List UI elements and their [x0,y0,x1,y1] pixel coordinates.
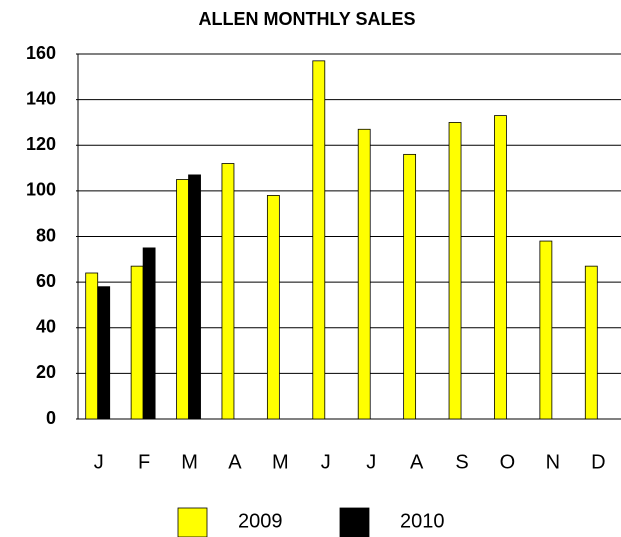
bar [266,195,280,420]
x-tick-label: M [272,451,289,473]
bar [188,174,201,420]
legend-label: 2010 [400,510,445,532]
x-tick-label: J [321,451,331,473]
y-tick-label: 160 [26,43,56,63]
bar [494,115,507,420]
bar [448,122,462,420]
bar [97,286,111,420]
y-tick-label: 120 [26,134,56,154]
y-tick-label: 40 [36,317,56,337]
x-tick-label: N [546,451,560,473]
bar [221,163,235,420]
x-tick-label: J [94,451,104,473]
chart-title: ALLEN MONTHLY SALES [198,9,415,29]
bar [312,60,326,420]
bar [584,265,598,420]
x-tick-label: A [410,451,424,473]
x-tick-label: J [366,451,376,473]
x-tick-label: D [591,451,605,473]
bar [403,153,417,420]
y-tick-label: 60 [36,271,56,291]
legend-swatch [339,507,370,537]
x-tick-label: O [500,451,516,473]
bar [85,272,99,420]
y-tick-label: 20 [36,362,56,382]
bar [357,128,371,420]
x-tick-label: A [228,451,242,473]
legend-label: 2009 [238,510,283,532]
y-tick-label: 0 [46,408,56,428]
bar [130,265,144,420]
y-tick-label: 140 [26,88,56,108]
y-tick-label: 80 [36,225,56,245]
legend-swatch [177,507,208,537]
x-tick-label: M [181,451,198,473]
bar [142,247,156,420]
x-tick-label: F [138,451,150,473]
x-tick-label: S [455,451,468,473]
bar [176,179,189,420]
y-tick-label: 100 [26,180,56,200]
bar [539,240,553,420]
